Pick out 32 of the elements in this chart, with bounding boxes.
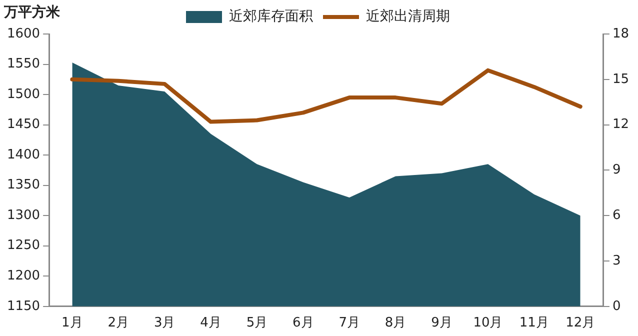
x-tick-label: 10月 bbox=[473, 316, 503, 331]
legend-label: 近郊库存面积 bbox=[229, 8, 313, 25]
y-tick-label: 1600 bbox=[6, 26, 40, 42]
y-tick-label: 1500 bbox=[6, 86, 40, 102]
y2-tick-label: 18 bbox=[612, 26, 630, 42]
y-tick-label: 1400 bbox=[6, 147, 40, 162]
x-tick-label: 8月 bbox=[384, 316, 406, 331]
y2-tick-label: 3 bbox=[612, 253, 621, 268]
x-tick-label: 12月 bbox=[566, 316, 596, 331]
x-tick-label: 1月 bbox=[62, 316, 83, 331]
y2-tick-label: 0 bbox=[612, 298, 621, 314]
y2-tick-label: 15 bbox=[612, 72, 630, 87]
x-tick-label: 6月 bbox=[292, 316, 314, 331]
x-tick-label: 4月 bbox=[200, 316, 222, 331]
y2-tick-label: 12 bbox=[612, 117, 630, 132]
y-axis-title: 万平方米 bbox=[3, 4, 61, 21]
y-tick-label: 1300 bbox=[6, 208, 40, 223]
x-tick-label: 7月 bbox=[338, 316, 360, 331]
y2-tick-label: 6 bbox=[612, 208, 621, 223]
x-tick-label: 3月 bbox=[154, 316, 176, 331]
y-tick-label: 1150 bbox=[6, 298, 40, 314]
x-tick-label: 9月 bbox=[431, 316, 452, 331]
y-tick-label: 1200 bbox=[6, 268, 40, 284]
x-tick-label: 5月 bbox=[246, 316, 268, 331]
x-tick-label: 2月 bbox=[108, 316, 130, 331]
y-tick-label: 1550 bbox=[6, 56, 40, 72]
x-tick-label: 11月 bbox=[519, 316, 549, 331]
y-tick-label: 1250 bbox=[6, 238, 40, 254]
y-tick-label: 1450 bbox=[6, 117, 40, 132]
y2-tick-label: 9 bbox=[612, 162, 621, 178]
legend-label: 近郊出清周期 bbox=[366, 8, 450, 25]
y-tick-label: 1350 bbox=[6, 178, 40, 193]
